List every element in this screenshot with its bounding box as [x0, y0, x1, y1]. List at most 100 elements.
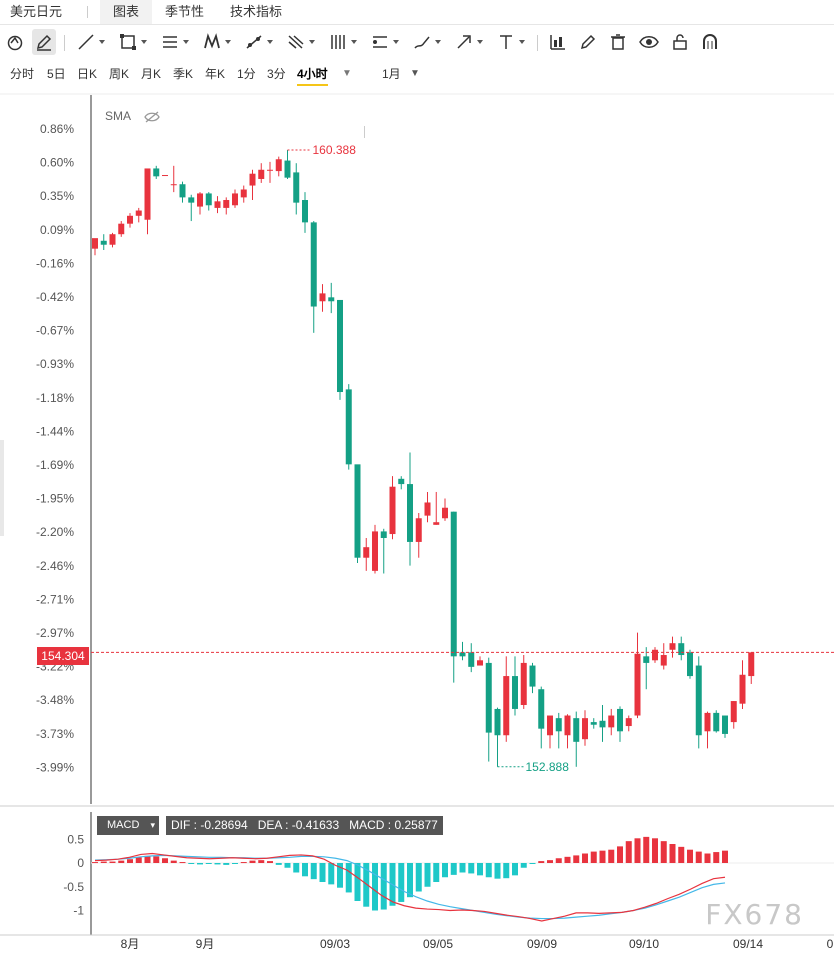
candle-body — [162, 175, 168, 177]
candle-body — [687, 652, 693, 677]
tab-seasonal[interactable]: 季节性 — [165, 4, 205, 19]
macd-selector[interactable]: MACD ▾ — [97, 816, 159, 835]
tab-chart[interactable]: 图表 — [100, 0, 153, 24]
candle-body — [232, 193, 238, 206]
fib-icon[interactable] — [286, 29, 315, 55]
text-icon[interactable] — [496, 29, 525, 55]
pencil-icon[interactable] — [578, 29, 598, 55]
y-tick-label: -1.95% — [36, 492, 74, 506]
macd-histogram-bar — [144, 855, 151, 863]
candle-body — [345, 389, 352, 465]
path-icon[interactable] — [244, 29, 273, 55]
macd-histogram-bar — [617, 846, 623, 863]
period-monthly[interactable]: 月K — [141, 67, 162, 81]
eye-icon[interactable] — [638, 29, 660, 55]
macd-histogram-bar — [293, 863, 300, 873]
macd-histogram-bar — [127, 859, 133, 863]
arrow-icon[interactable] — [454, 29, 483, 55]
candle-body — [135, 210, 142, 216]
magnet-u-icon[interactable] — [700, 29, 720, 55]
measure-icon[interactable] — [548, 29, 568, 55]
candle-body — [127, 215, 133, 224]
pattern-icon[interactable] — [202, 29, 231, 55]
range-selector[interactable]: 1月 — [382, 67, 401, 81]
brush-icon[interactable] — [412, 29, 441, 55]
candle-body — [625, 718, 632, 727]
candle-body — [354, 464, 361, 558]
macd-histogram-bar — [643, 836, 650, 863]
candle-body — [485, 662, 492, 733]
macd-histogram-bar — [284, 863, 291, 868]
side-panel-handle[interactable] — [0, 440, 4, 536]
period-5day[interactable]: 5日 — [47, 67, 66, 81]
candle-body — [284, 160, 291, 178]
chevron-down-icon[interactable]: ▾ — [150, 820, 155, 830]
lock-icon[interactable] — [670, 29, 690, 55]
x-tick-label: 0 — [827, 937, 834, 951]
macd-histogram-bar — [153, 856, 160, 863]
macd-histogram-bar — [135, 857, 142, 863]
macd-histogram-bar — [424, 863, 431, 887]
macd-histogram-bar — [660, 841, 667, 863]
macd-values: DIF : -0.28694 DEA : -0.41633 MACD : 0.2… — [166, 816, 443, 835]
pen-icon[interactable] — [32, 29, 56, 55]
candle-body — [398, 478, 405, 485]
period-daily[interactable]: 日K — [77, 67, 98, 81]
x-tick-label: 8月 — [121, 937, 140, 951]
macd-histogram-bar — [118, 860, 125, 863]
candle-body — [319, 293, 326, 302]
magnet-icon[interactable] — [5, 29, 25, 55]
x-tick-label: 09/03 — [320, 937, 350, 951]
y-tick-label: -3.99% — [36, 760, 74, 774]
candle-body — [249, 173, 256, 186]
price-markers: 160.388 152.888 — [91, 143, 834, 774]
period-1min[interactable]: 1分 — [237, 67, 256, 81]
macd-value: MACD : 0.25877 — [349, 818, 438, 832]
candle-body — [634, 653, 641, 716]
tab-divider — [87, 6, 88, 18]
x-tick-label: 09/09 — [527, 937, 557, 951]
macd-histogram-bar — [687, 849, 693, 863]
macd-histogram-bar — [599, 850, 606, 863]
period-yearly[interactable]: 年K — [205, 67, 226, 81]
period-weekly[interactable]: 周K — [109, 67, 130, 81]
vertical-lines-icon[interactable] — [328, 29, 357, 55]
y-tick-label: -2.71% — [36, 592, 74, 606]
macd-histogram-bar — [197, 863, 203, 865]
candle-body — [433, 522, 440, 525]
candle-body — [503, 676, 510, 736]
y-tick-label: -1.44% — [36, 424, 74, 438]
y-tick-label: 0.09% — [40, 223, 74, 237]
macd-histogram-bar — [582, 853, 588, 863]
trash-icon[interactable] — [608, 29, 628, 55]
sma-indicator[interactable]: SMA — [105, 109, 160, 123]
candle-body — [739, 674, 746, 704]
candlesticks — [92, 150, 755, 767]
tab-indicators[interactable]: 技术指标 — [230, 4, 283, 19]
macd-histogram-bar — [520, 863, 527, 868]
macd-histogram-bar — [407, 863, 413, 898]
macd-histogram-bar — [713, 852, 720, 863]
macd-tick-label: -0.5 — [63, 880, 84, 894]
hidden-eye-icon[interactable] — [143, 111, 160, 123]
candle-body — [722, 715, 728, 734]
period-more-dropdown-icon[interactable]: ▼ — [342, 68, 352, 79]
period-3min[interactable]: 3分 — [267, 67, 286, 81]
range-dropdown-icon[interactable]: ▼ — [410, 68, 420, 79]
y-tick-label: -0.93% — [36, 357, 74, 371]
candle-body — [407, 484, 413, 542]
candle-body — [477, 660, 483, 666]
period-4hour[interactable]: 4小时 — [297, 64, 328, 86]
macd-histogram-bar — [555, 858, 562, 863]
macd-label: MACD — [107, 819, 140, 831]
period-intraday[interactable]: 分时 — [10, 67, 35, 81]
period-selector: 分时 5日 日K 周K 月K 季K 年K 1分 3分 4小时 ▼ 1月 ▼ — [0, 60, 834, 138]
line-icon[interactable] — [76, 29, 105, 55]
parallel-lines-icon[interactable] — [160, 29, 189, 55]
period-quarterly[interactable]: 季K — [173, 67, 194, 81]
candle-body — [520, 662, 527, 705]
rect-icon[interactable] — [118, 29, 147, 55]
x-tick-label: 09/10 — [629, 937, 659, 951]
horizontal-channel-icon[interactable] — [370, 29, 399, 55]
